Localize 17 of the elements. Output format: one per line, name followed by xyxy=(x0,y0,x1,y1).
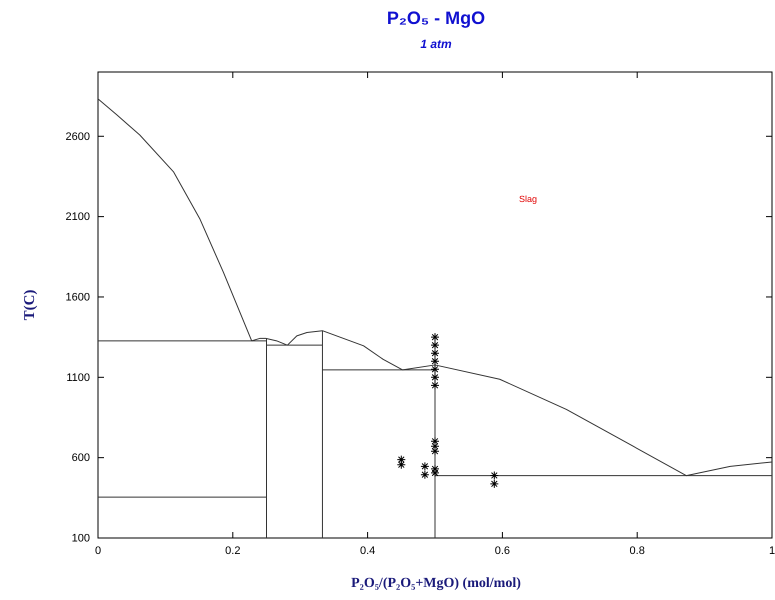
y-tick-label: 100 xyxy=(72,532,90,545)
chart-title: P₂O₅ - MgO xyxy=(386,8,486,28)
x-tick-label: 0 xyxy=(94,544,102,557)
annotation: Slag xyxy=(518,194,538,204)
y-tick-label: 1100 xyxy=(66,372,90,384)
x-tick-label: 0.4 xyxy=(360,544,376,557)
x-tick-label: 0.2 xyxy=(225,544,240,557)
y-tick-label: 1600 xyxy=(66,291,90,304)
y-tick-label: 2100 xyxy=(66,211,90,224)
chart-subtitle: 1 atm xyxy=(420,37,452,51)
x-tick-label: 0.6 xyxy=(494,544,510,557)
y-tick-label: 2600 xyxy=(66,130,90,143)
x-axis-title: P₂O₅/(P₂O₅+MgO) (mol/mol) xyxy=(351,576,522,591)
y-tick-label: 600 xyxy=(72,452,90,464)
x-tick-label: 1 xyxy=(768,544,775,557)
x-tick-label: 0.8 xyxy=(630,544,645,557)
y-axis-title: T(C) xyxy=(22,290,38,320)
